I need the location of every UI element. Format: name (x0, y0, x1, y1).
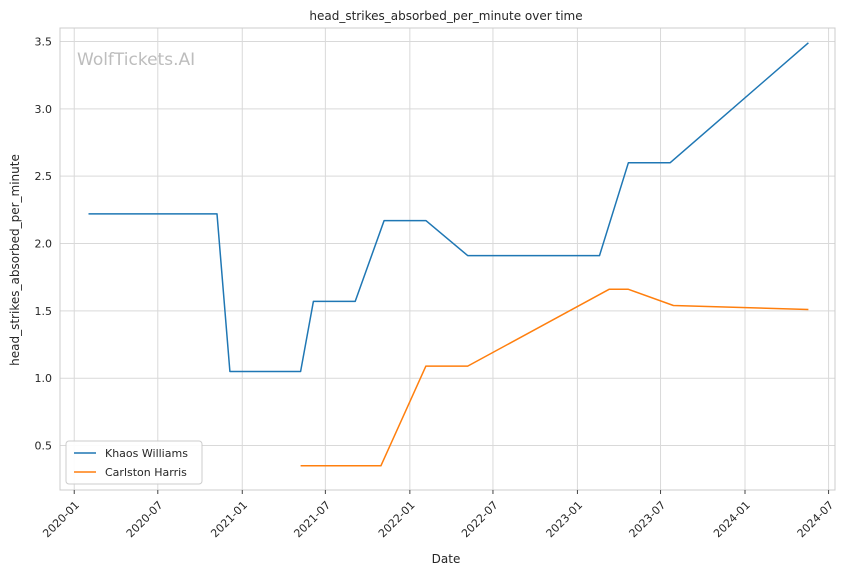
y-tick-label: 1.0 (35, 372, 53, 385)
x-axis-ticks: 2020-01 2020-07 2021-01 2021-07 2022-01 2022-… (40, 490, 836, 540)
plot-frame (59, 27, 836, 491)
x-tick-label: 2020-01 (40, 499, 82, 541)
watermark: WolfTickets.AI (77, 50, 195, 70)
y-tick-label: 2.0 (35, 238, 53, 251)
series-line-khaos-williams (88, 42, 809, 373)
x-tick-label: 2023-01 (544, 499, 586, 541)
series-layer (88, 42, 809, 467)
x-tick-label: 2024-01 (711, 499, 753, 541)
chart-title: head_strikes_absorbed_per_minute over ti… (309, 9, 582, 23)
x-tick-label: 2022-07 (459, 499, 501, 541)
y-axis-ticks: 0.5 1.0 1.5 2.0 2.5 3.0 3.5 (35, 35, 53, 452)
y-tick-label: 1.5 (35, 305, 53, 318)
y-tick-label: 0.5 (35, 440, 53, 453)
series-line-carlston-harris (300, 288, 809, 467)
y-tick-label: 2.5 (35, 170, 53, 183)
x-tick-label: 2022-01 (376, 499, 418, 541)
x-tick-label: 2021-07 (291, 499, 333, 541)
y-tick-label: 3.5 (35, 35, 53, 48)
x-tick-label: 2024-07 (795, 499, 837, 541)
legend: Khaos Williams Carlston Harris (65, 440, 203, 485)
x-axis-label: Date (432, 552, 461, 566)
x-tick-label: 2023-07 (627, 499, 669, 541)
x-tick-label: 2020-07 (124, 499, 166, 541)
grid (60, 28, 835, 490)
y-axis-label: head_strikes_absorbed_per_minute (8, 154, 22, 366)
legend-box (65, 440, 203, 485)
y-tick-label: 3.0 (35, 103, 53, 116)
legend-label-khaos-williams: Khaos Williams (105, 447, 188, 460)
x-tick-label: 2021-01 (208, 499, 250, 541)
legend-label-carlston-harris: Carlston Harris (105, 466, 187, 479)
